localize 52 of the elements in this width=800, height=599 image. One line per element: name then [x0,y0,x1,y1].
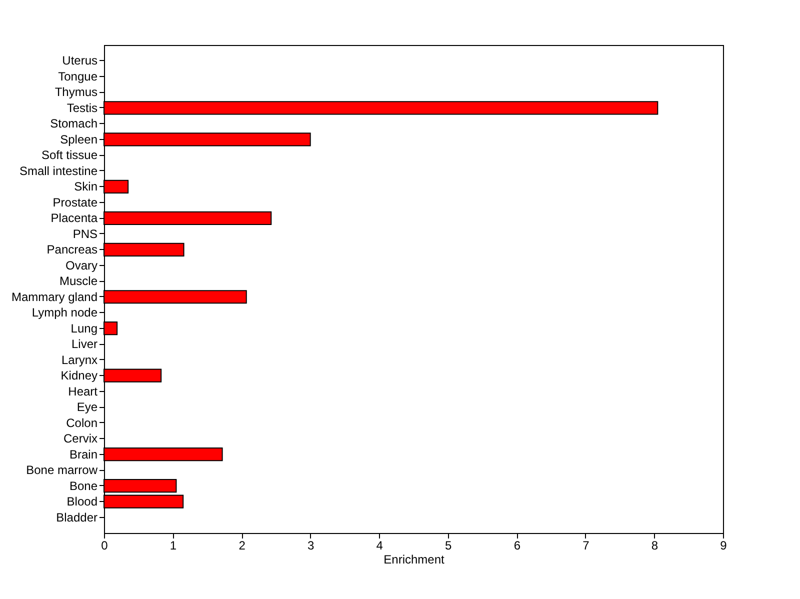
y-tick-label: Ovary [65,258,98,272]
y-tick-label: Lymph node [32,306,98,320]
y-tick-label: Spleen [60,132,98,146]
x-tick-label: 7 [582,538,590,552]
y-tick-label: Kidney [60,368,98,383]
y-tick-label: Bladder [56,510,98,524]
y-tick-label: Lung [70,321,98,336]
y-tick-label: Small intestine [19,164,98,178]
bar [104,494,184,508]
y-tick-label: Tongue [58,69,98,84]
y-tick-label: Soft tissue [41,148,98,162]
x-tick-label: 1 [170,538,177,552]
y-tick-label: Pancreas [46,242,98,257]
x-tick-label: 9 [720,538,728,552]
bar [104,447,223,462]
bar [104,368,162,382]
y-tick-label: Bone marrow [26,463,98,478]
y-tick-label: Colon [66,416,98,430]
y-tick-label: Larynx [61,352,98,367]
y-tick-label: Stomach [50,116,98,131]
y-tick-label: Thymus [54,85,98,100]
bar [104,101,658,115]
y-tick-label: Brain [69,447,98,462]
bar [104,132,311,146]
y-tick-label: Liver [71,337,98,352]
y-tick-label: Prostate [52,195,98,210]
y-tick-label: PNS [72,226,98,241]
x-tick-label: 5 [445,538,452,552]
bar [104,290,247,304]
x-tick-label: 0 [101,538,108,552]
y-tick-label: Muscle [59,274,98,288]
y-tick-label: Mammary gland [11,290,98,304]
y-tick-label: Skin [74,180,98,194]
x-tick-label: 3 [307,538,314,552]
y-tick-label: Eye [76,400,98,414]
bar [104,242,184,256]
bar [104,211,272,225]
y-tick-label: Cervix [63,432,98,446]
bar [104,322,118,336]
y-tick-label: Bone [69,478,98,493]
y-tick-label: Blood [66,494,98,509]
x-tick-label: 4 [376,538,384,552]
bar [104,180,129,194]
x-tick-label: 2 [238,538,246,552]
bar [104,478,177,493]
x-axis-title: Enrichment [384,552,446,566]
y-tick-label: Uterus [62,54,98,68]
x-tick-label: 8 [651,538,658,552]
y-tick-label: Testis [66,100,98,115]
y-tick-label: Heart [68,384,98,398]
y-tick-label: Placenta [50,211,98,226]
x-tick-label: 6 [514,538,521,552]
